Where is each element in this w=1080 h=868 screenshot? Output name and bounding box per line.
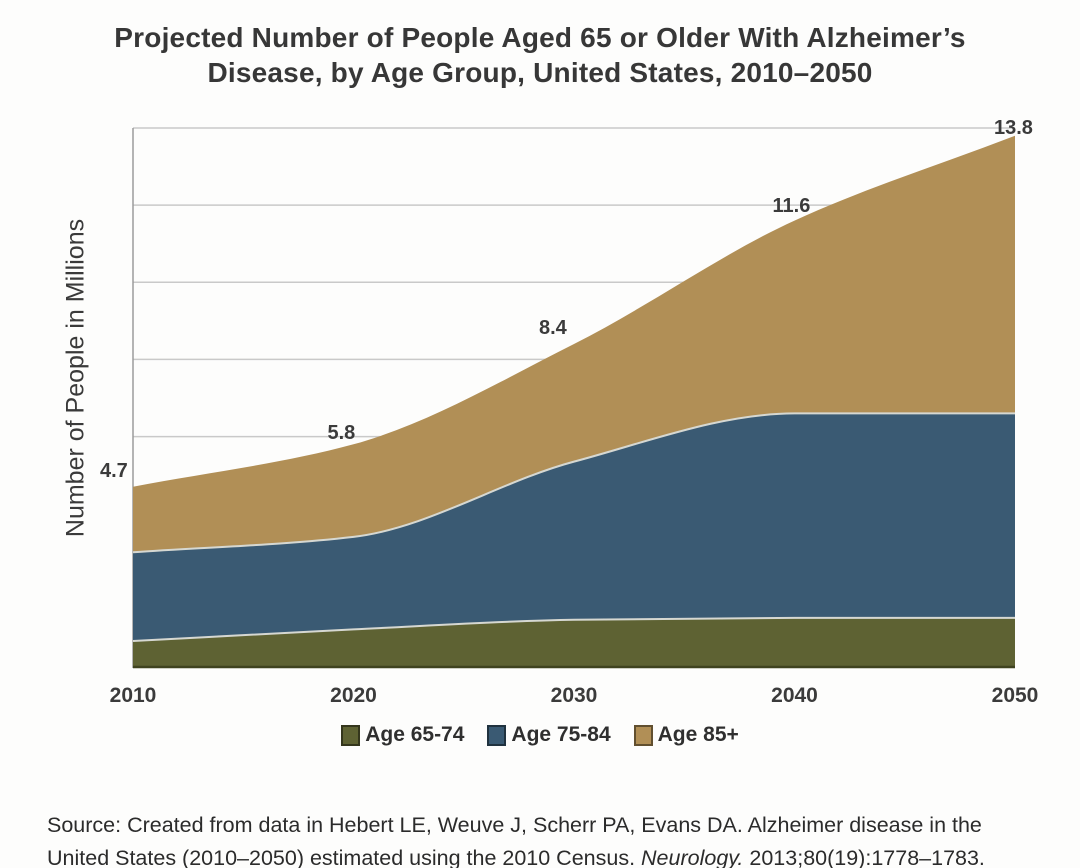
legend-swatch (633, 724, 653, 746)
legend-item: Age 65-74 (341, 723, 464, 747)
chart-title: Projected Number of People Aged 65 or Ol… (0, 20, 1080, 90)
legend-label: Age 65-74 (365, 723, 465, 746)
legend-swatch (341, 724, 361, 746)
stacked-area-chart (132, 127, 1015, 669)
journal-name: Neurology. (641, 845, 744, 868)
total-data-label: 4.7 (100, 459, 128, 482)
x-tick-label: 2020 (330, 684, 377, 707)
area-age-75-84 (133, 413, 1015, 668)
legend-item: Age 75-84 (487, 723, 611, 747)
total-data-label: 5.8 (327, 422, 356, 445)
y-axis-label: Number of People in Millions (61, 218, 90, 538)
legend-label: Age 85+ (657, 723, 739, 746)
total-data-label: 11.6 (772, 194, 811, 217)
total-data-label: 13.8 (994, 116, 1033, 139)
x-tick-label: 2050 (991, 684, 1039, 707)
source-note: Source: Created from data in Hebert LE, … (47, 809, 1057, 868)
x-tick-label: 2040 (771, 684, 818, 707)
legend-swatch (487, 724, 507, 746)
source-line-2: United States (2010–2050) estimated usin… (47, 845, 985, 868)
total-data-label: 8.4 (539, 317, 567, 339)
chart-title-line-2: Disease, by Age Group, United States, 20… (207, 57, 873, 88)
chart-legend: Age 65-74 Age 75-84 Age 85+ (0, 723, 1080, 747)
layer-boundary-highlight (132, 412, 1015, 554)
source-line-1: Source: Created from data in Hebert LE, … (47, 812, 982, 837)
x-tick-label: 2030 (550, 684, 598, 707)
legend-item: Age 85+ (633, 723, 739, 747)
chart-title-line-1: Projected Number of People Aged 65 or Ol… (114, 22, 966, 53)
x-tick-label: 2010 (109, 684, 157, 707)
layer-boundary-highlight (132, 616, 1015, 642)
legend-label: Age 75-84 (511, 723, 611, 746)
